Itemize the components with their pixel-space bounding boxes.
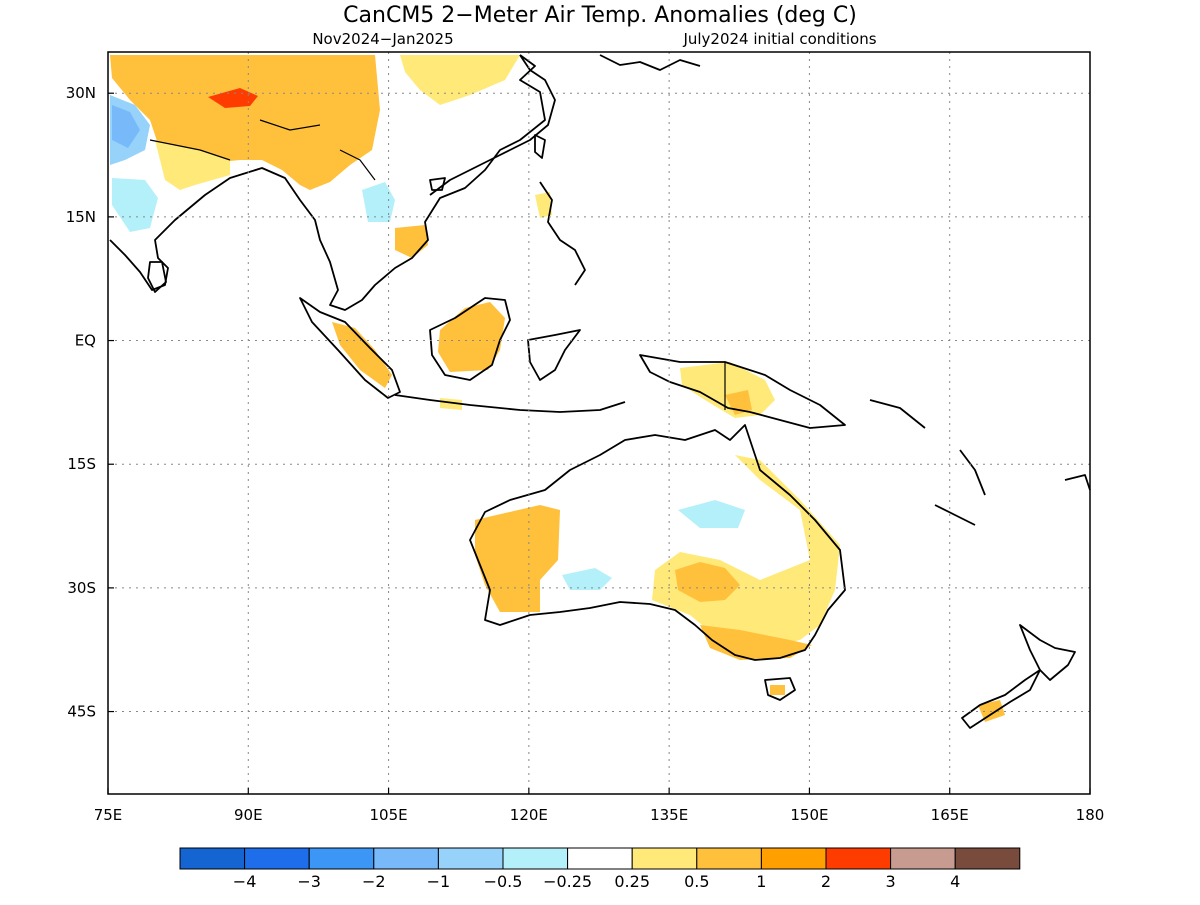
colorbar xyxy=(179,847,1021,870)
colorbar-swatch xyxy=(567,847,633,870)
colorbar-label: −3 xyxy=(297,872,321,891)
shade-philippines-warm xyxy=(535,192,552,218)
x-tick-label: 150E xyxy=(790,806,828,824)
colorbar-swatch xyxy=(179,847,246,870)
colorbar-label: −0.25 xyxy=(543,872,592,891)
coast-vanuatu xyxy=(959,449,986,496)
coast-sumatra xyxy=(299,297,401,399)
colorbar-swatch xyxy=(437,847,504,870)
colorbar-label: 4 xyxy=(950,872,960,891)
x-tick-label: 105E xyxy=(370,806,408,824)
coast-australia xyxy=(469,424,846,661)
shade-newguinea-light xyxy=(680,362,775,418)
coast-tasmania xyxy=(764,677,796,701)
colorbar-swatch xyxy=(890,847,956,870)
coast-sulawesi xyxy=(527,329,581,381)
shade-india-cool-3 xyxy=(112,105,140,148)
shade-borneo-warm xyxy=(438,302,505,372)
coast-asia-mainland xyxy=(109,54,546,311)
shade-tibet-hot xyxy=(208,88,258,108)
colorbar-label: 2 xyxy=(821,872,831,891)
initial-conditions-subtitle: July2024 initial conditions xyxy=(682,30,876,48)
shade-china-light xyxy=(155,140,230,190)
x-axis-ticks: 75E 90E 105E 120E 135E 150E 165E 180 xyxy=(94,788,1105,824)
shade-india-cool-2 xyxy=(112,178,158,232)
coast-philippines xyxy=(539,181,586,286)
shade-east-aus-light xyxy=(652,455,840,650)
coast-china-east xyxy=(429,54,556,196)
coast-fiji xyxy=(1064,474,1091,491)
shade-china-warm xyxy=(110,55,380,190)
x-tick-label: 120E xyxy=(510,806,548,824)
colorbar-swatch xyxy=(244,847,310,870)
y-tick-label: 45S xyxy=(67,703,96,721)
map-frame xyxy=(107,51,1091,795)
coast-borneo xyxy=(429,297,511,381)
coast-srilanka xyxy=(147,261,167,293)
coast-solomons xyxy=(869,399,926,429)
y-tick-label: 30S xyxy=(67,579,96,597)
shade-nz-warm xyxy=(978,700,1005,722)
colorbar-swatch xyxy=(825,847,892,870)
colorbar-label: 0.25 xyxy=(614,872,650,891)
anomaly-shading xyxy=(110,55,1005,722)
colorbar-swatch xyxy=(502,847,569,870)
shade-tasmania-warm xyxy=(770,685,785,695)
shade-java-light xyxy=(440,398,462,410)
colorbar-swatch xyxy=(760,847,827,870)
colorbar-swatch xyxy=(373,847,439,870)
coast-country-borders xyxy=(149,119,726,410)
coast-new-guinea xyxy=(639,354,846,429)
colorbar-swatch xyxy=(631,847,698,870)
colorbar-label: 1 xyxy=(756,872,766,891)
colorbar-label: −1 xyxy=(427,872,451,891)
shade-central-aus-cool xyxy=(678,500,745,528)
x-tick-label: 165E xyxy=(931,806,969,824)
colorbar-swatch xyxy=(308,847,375,870)
coast-new-caledonia xyxy=(934,504,976,526)
coast-japan xyxy=(599,54,701,71)
coast-nz-north xyxy=(1019,624,1076,681)
chart-title: CanCM5 2−Meter Air Temp. Anomalies (deg … xyxy=(343,3,857,28)
coast-java xyxy=(394,394,626,413)
x-tick-label: 90E xyxy=(234,806,263,824)
shade-east-china-light xyxy=(400,55,520,105)
colorbar-label: −0.5 xyxy=(484,872,523,891)
shade-newguinea-warm xyxy=(725,390,752,415)
shade-wa-warm xyxy=(475,505,560,612)
x-tick-label: 75E xyxy=(94,806,123,824)
colorbar-label: −2 xyxy=(362,872,386,891)
coast-nz-south xyxy=(961,669,1041,729)
shade-sumatra-warm xyxy=(332,322,392,388)
y-tick-label: EQ xyxy=(75,332,96,350)
coast-taiwan xyxy=(534,134,546,159)
gridlines xyxy=(108,52,1090,794)
shade-east-aus-warm xyxy=(675,562,740,602)
x-tick-label: 180 xyxy=(1076,806,1105,824)
coastlines xyxy=(109,54,1091,729)
colorbar-label: 0.5 xyxy=(684,872,709,891)
y-tick-label: 15N xyxy=(66,208,96,226)
colorbar-swatch xyxy=(696,847,762,870)
shade-indochina-cool xyxy=(362,182,395,222)
coast-hainan xyxy=(429,177,446,191)
y-axis-ticks: 30N 15N EQ 15S 30S 45S xyxy=(66,84,114,721)
shade-indochina-warm xyxy=(395,225,428,258)
colorbar-labels: −4 −3 −2 −1 −0.5 −0.25 0.25 0.5 1 2 3 4 xyxy=(233,872,960,891)
shade-south-aus-cool xyxy=(562,568,612,590)
x-tick-label: 135E xyxy=(650,806,688,824)
colorbar-label: 3 xyxy=(886,872,896,891)
period-subtitle: Nov2024−Jan2025 xyxy=(312,30,453,48)
colorbar-swatch xyxy=(954,847,1021,870)
y-tick-label: 30N xyxy=(66,84,96,102)
y-tick-label: 15S xyxy=(67,455,96,473)
colorbar-label: −4 xyxy=(233,872,257,891)
